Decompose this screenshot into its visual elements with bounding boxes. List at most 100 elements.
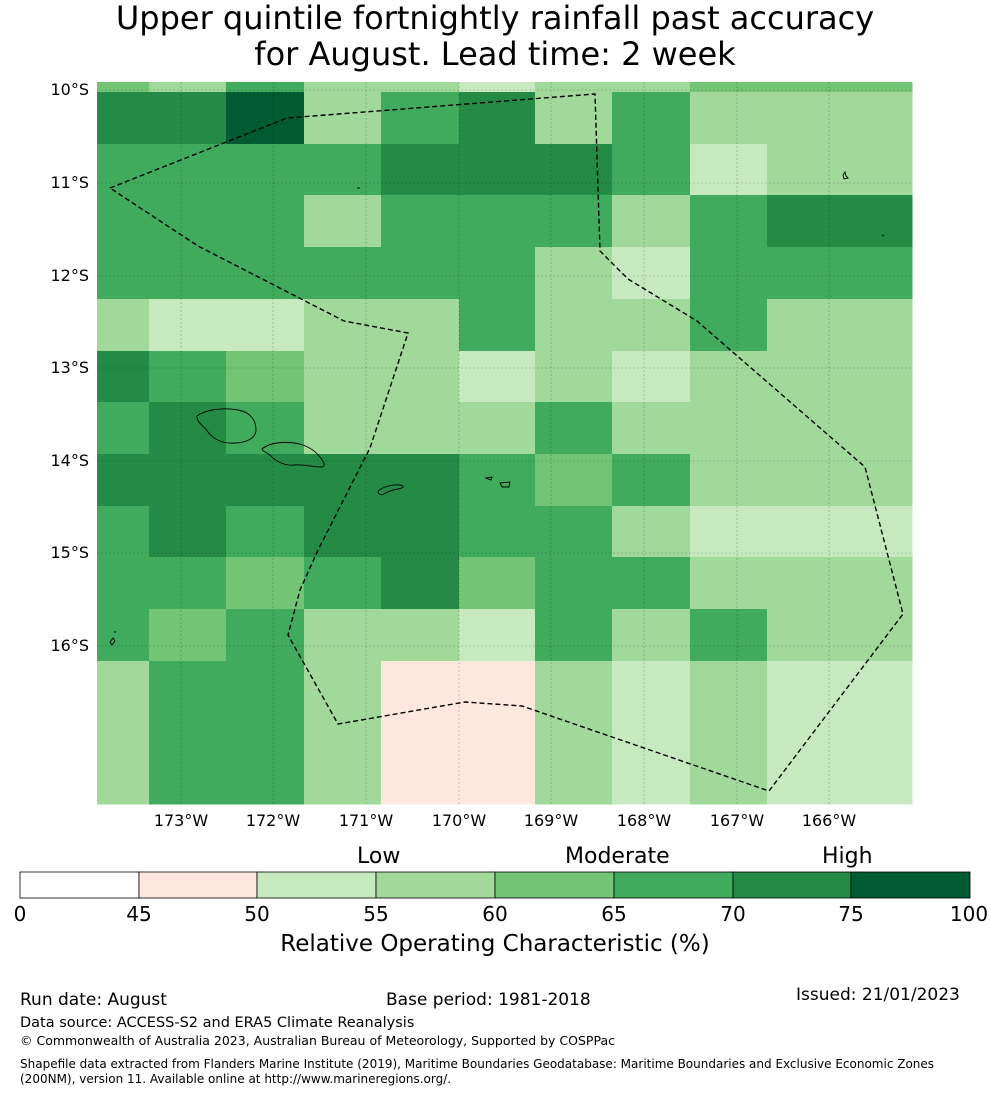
colorbar-swatch — [732, 871, 852, 899]
grid-cell — [97, 454, 150, 507]
grid-cell — [97, 82, 150, 93]
grid-cell — [690, 402, 768, 455]
grid-cell — [381, 144, 460, 196]
colorbar-title: Relative Operating Characteristic (%) — [280, 931, 710, 957]
grid-cell — [381, 506, 460, 558]
grid-cell — [459, 82, 536, 93]
grid-cell — [381, 557, 460, 610]
grid-cell — [149, 506, 227, 558]
data-source: Data source: ACCESS-S2 and ERA5 Climate … — [20, 1015, 415, 1031]
grid-cell — [226, 402, 305, 455]
grid-cell — [149, 247, 227, 300]
savaii-island — [196, 408, 257, 444]
colorbar-swatch — [19, 871, 140, 899]
grid-cell — [381, 402, 460, 455]
grid-cell — [97, 557, 150, 610]
grid-cell — [97, 299, 150, 352]
grid-cell — [612, 144, 691, 196]
issued-date: Issued: 21/01/2023 — [796, 985, 960, 1005]
lat-label-16s: 16°S — [50, 636, 89, 655]
colorbar-swatch — [375, 871, 496, 899]
colorbar-tick-0: 0 — [13, 902, 27, 926]
grid-cell — [459, 557, 536, 610]
grid-cell — [459, 299, 536, 352]
lat-label-13s: 13°S — [50, 358, 89, 377]
map-title: Upper quintile fortnightly rainfall past… — [0, 0, 990, 72]
grid-cell — [612, 661, 691, 805]
colorbar-tick-65: 65 — [601, 902, 627, 926]
grid-cell — [767, 557, 913, 610]
grid-cell — [535, 92, 613, 145]
grid-cell — [149, 609, 227, 662]
grid-cell — [612, 557, 691, 610]
grid-cell — [690, 454, 768, 507]
grid-cell — [381, 351, 460, 403]
grid-cell — [612, 299, 691, 352]
grid-cell — [535, 661, 613, 805]
colorbar-tick-45: 45 — [126, 902, 152, 926]
grid-cell — [767, 299, 913, 352]
grid-cell — [767, 92, 913, 145]
grid-cell — [97, 247, 150, 300]
grid-cell — [690, 82, 768, 93]
colorbar-tick-60: 60 — [482, 902, 508, 926]
lon-label-167w: 167°W — [709, 811, 765, 830]
grid-cell — [149, 661, 227, 805]
grid-cell — [690, 557, 768, 610]
lon-label-173w: 173°W — [153, 811, 209, 830]
colorbar-swatch — [613, 871, 734, 899]
grid-cell — [767, 402, 913, 455]
grid-cell — [381, 609, 460, 662]
grid-cell — [304, 506, 382, 558]
grid-cell — [97, 92, 150, 145]
lat-label-12s: 12°S — [50, 266, 89, 285]
grid-cell — [381, 247, 460, 300]
grid-cell — [304, 144, 382, 196]
shapefile-credit-line-1: Shapefile data extracted from Flanders M… — [20, 1057, 935, 1071]
colorbar-swatch — [138, 871, 258, 899]
grid-cell — [149, 82, 227, 93]
rainfall-accuracy-map — [97, 82, 913, 805]
grid-cell — [226, 247, 305, 300]
colorbar-tick-55: 55 — [363, 902, 389, 926]
grid-cell — [304, 557, 382, 610]
grid-cell — [459, 92, 536, 145]
legend-category-low: Low — [357, 844, 401, 869]
grid-cell — [226, 454, 305, 507]
grid-cell — [459, 247, 536, 300]
lon-label-171w: 171°W — [338, 811, 394, 830]
grid-cell — [767, 195, 913, 248]
grid-cell — [690, 506, 768, 558]
lon-label-172w: 172°W — [245, 811, 301, 830]
manua-islands — [484, 476, 511, 488]
grid-cell — [97, 609, 150, 662]
grid-cell — [690, 609, 768, 662]
colorbar-swatch — [256, 871, 377, 899]
grid-cell — [767, 661, 913, 805]
grid-cell — [612, 351, 691, 403]
grid-cell — [690, 661, 768, 805]
graticule — [97, 82, 912, 804]
grid-cell — [381, 195, 460, 248]
grid-cell — [226, 351, 305, 403]
small-atoll — [881, 234, 885, 237]
grid-cell — [97, 351, 150, 403]
grid-cell — [304, 661, 382, 805]
grid-cell — [690, 351, 768, 403]
grid-cell — [226, 557, 305, 610]
grid-cell — [97, 402, 150, 455]
grid-cell — [767, 609, 913, 662]
lat-label-11s: 11°S — [50, 173, 89, 192]
grid-cell — [690, 195, 768, 248]
lat-label-14s: 14°S — [50, 451, 89, 470]
grid-cell — [226, 661, 305, 805]
grid-cell — [381, 454, 460, 507]
grid-cell — [97, 144, 150, 196]
grid-cell — [304, 92, 382, 145]
grid-cell — [535, 454, 613, 507]
grid-cell — [226, 506, 305, 558]
grid-cell — [612, 402, 691, 455]
grid-cell — [459, 351, 536, 403]
tokelau-atoll — [842, 170, 849, 180]
grid-cell — [304, 82, 382, 93]
